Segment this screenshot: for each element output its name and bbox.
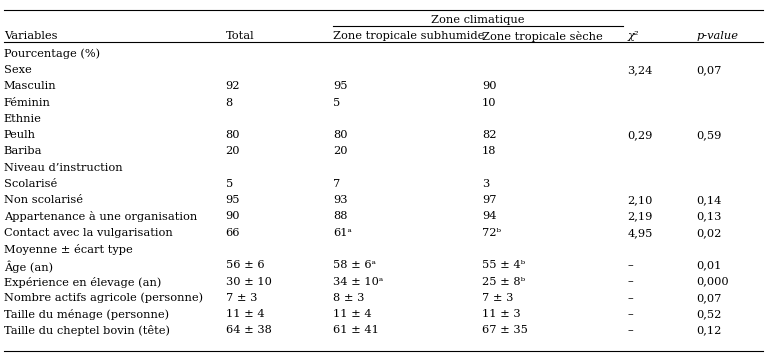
Text: 0,07: 0,07 (696, 293, 721, 303)
Text: 97: 97 (482, 195, 496, 205)
Text: 94: 94 (482, 211, 496, 221)
Text: 20: 20 (226, 146, 240, 157)
Text: 8 ± 3: 8 ± 3 (333, 293, 364, 303)
Text: 34 ± 10ᵃ: 34 ± 10ᵃ (333, 277, 383, 286)
Text: 88: 88 (333, 211, 347, 221)
Text: p-value: p-value (696, 31, 738, 41)
Text: 0,14: 0,14 (696, 195, 721, 205)
Text: 4,95: 4,95 (627, 228, 653, 238)
Text: –: – (627, 260, 633, 270)
Text: 0,12: 0,12 (696, 325, 721, 335)
Text: 61 ± 41: 61 ± 41 (333, 325, 379, 335)
Text: Contact avec la vulgarisation: Contact avec la vulgarisation (4, 228, 173, 238)
Text: 11 ± 4: 11 ± 4 (226, 309, 264, 319)
Text: 82: 82 (482, 130, 496, 140)
Text: 5: 5 (226, 179, 233, 189)
Text: –: – (627, 309, 633, 319)
Text: 92: 92 (226, 81, 240, 91)
Text: Zone tropicale sèche: Zone tropicale sèche (482, 31, 603, 42)
Text: 20: 20 (333, 146, 347, 157)
Text: 56 ± 6: 56 ± 6 (226, 260, 264, 270)
Text: Appartenance à une organisation: Appartenance à une organisation (4, 211, 197, 222)
Text: 61ᵃ: 61ᵃ (333, 228, 352, 238)
Text: 93: 93 (333, 195, 347, 205)
Text: Zone tropicale subhumide: Zone tropicale subhumide (333, 31, 484, 41)
Text: 25 ± 8ᵇ: 25 ± 8ᵇ (482, 277, 526, 286)
Text: –: – (627, 325, 633, 335)
Text: Zone climatique: Zone climatique (431, 15, 525, 24)
Text: Ethnie: Ethnie (4, 114, 42, 124)
Text: Âge (an): Âge (an) (4, 260, 53, 273)
Text: 18: 18 (482, 146, 496, 157)
Text: 7 ± 3: 7 ± 3 (482, 293, 513, 303)
Text: 11 ± 3: 11 ± 3 (482, 309, 520, 319)
Text: 80: 80 (333, 130, 347, 140)
Text: Féminin: Féminin (4, 98, 50, 108)
Text: 11 ± 4: 11 ± 4 (333, 309, 371, 319)
Text: 58 ± 6ᵃ: 58 ± 6ᵃ (333, 260, 376, 270)
Text: 2,19: 2,19 (627, 211, 653, 221)
Text: Pourcentage (%): Pourcentage (%) (4, 49, 100, 59)
Text: 7: 7 (333, 179, 340, 189)
Text: χ²: χ² (627, 31, 639, 41)
Text: 67 ± 35: 67 ± 35 (482, 325, 528, 335)
Text: Bariba: Bariba (4, 146, 42, 157)
Text: Taille du ménage (personne): Taille du ménage (personne) (4, 309, 169, 320)
Text: 90: 90 (226, 211, 240, 221)
Text: 72ᵇ: 72ᵇ (482, 228, 501, 238)
Text: 3,24: 3,24 (627, 65, 653, 75)
Text: 2,10: 2,10 (627, 195, 653, 205)
Text: Non scolarisé: Non scolarisé (4, 195, 83, 205)
Text: 55 ± 4ᵇ: 55 ± 4ᵇ (482, 260, 526, 270)
Text: 80: 80 (226, 130, 240, 140)
Text: 5: 5 (333, 98, 340, 108)
Text: Scolarisé: Scolarisé (4, 179, 57, 189)
Text: 0,29: 0,29 (627, 130, 653, 140)
Text: Total: Total (226, 31, 254, 41)
Text: Sexe: Sexe (4, 65, 31, 75)
Text: 7 ± 3: 7 ± 3 (226, 293, 257, 303)
Text: 90: 90 (482, 81, 496, 91)
Text: –: – (627, 277, 633, 286)
Text: Expérience en élevage (an): Expérience en élevage (an) (4, 277, 161, 288)
Text: 0,01: 0,01 (696, 260, 721, 270)
Text: 0,59: 0,59 (696, 130, 721, 140)
Text: Peulh: Peulh (4, 130, 36, 140)
Text: Variables: Variables (4, 31, 57, 41)
Text: Nombre actifs agricole (personne): Nombre actifs agricole (personne) (4, 293, 203, 304)
Text: 66: 66 (226, 228, 240, 238)
Text: 95: 95 (226, 195, 240, 205)
Text: Moyenne ± écart type: Moyenne ± écart type (4, 244, 132, 255)
Text: 10: 10 (482, 98, 496, 108)
Text: 0,52: 0,52 (696, 309, 721, 319)
Text: 0,07: 0,07 (696, 65, 721, 75)
Text: 30 ± 10: 30 ± 10 (226, 277, 272, 286)
Text: 3: 3 (482, 179, 489, 189)
Text: 95: 95 (333, 81, 347, 91)
Text: Masculin: Masculin (4, 81, 57, 91)
Text: 0,02: 0,02 (696, 228, 721, 238)
Text: 64 ± 38: 64 ± 38 (226, 325, 272, 335)
Text: 0,13: 0,13 (696, 211, 721, 221)
Text: Niveau d’instruction: Niveau d’instruction (4, 163, 122, 173)
Text: 8: 8 (226, 98, 233, 108)
Text: 0,000: 0,000 (696, 277, 729, 286)
Text: –: – (627, 293, 633, 303)
Text: Taille du cheptel bovin (tête): Taille du cheptel bovin (tête) (4, 325, 170, 336)
